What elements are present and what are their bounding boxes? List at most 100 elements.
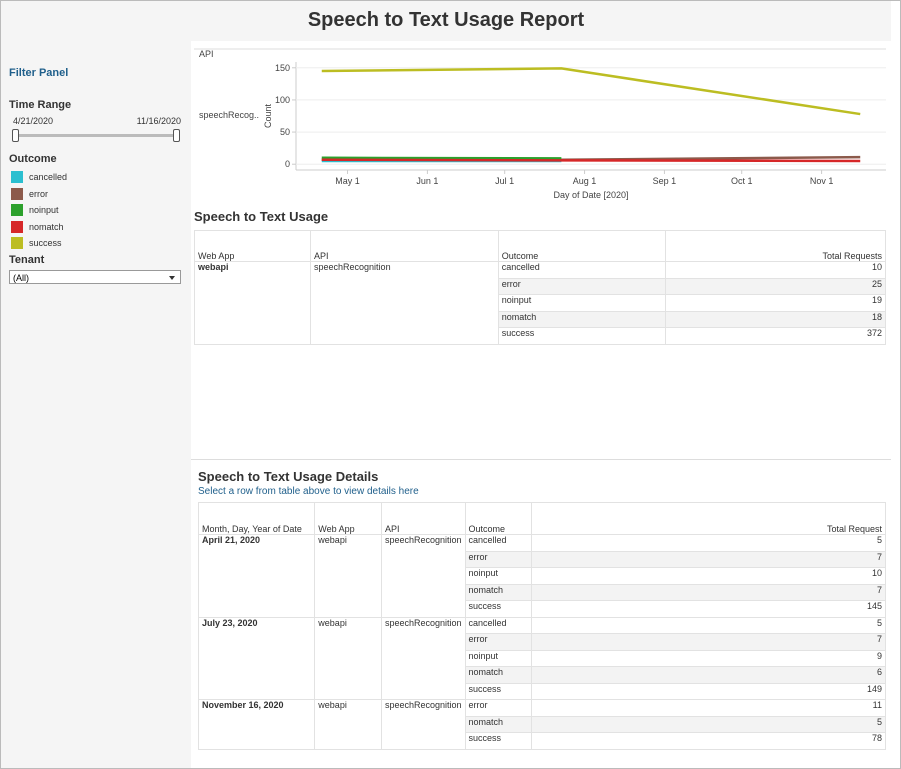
total-cell: 7	[531, 583, 886, 601]
tenant-dropdown[interactable]: (All)	[9, 270, 181, 284]
column-header: Month, Day, Year of Date	[197, 502, 316, 535]
tenant-label: Tenant	[9, 254, 45, 266]
outcome-cell: error	[464, 550, 533, 568]
outcome-cell: error	[464, 633, 533, 651]
table-row[interactable]: April 21, 2020 webapi speechRecognition can…	[197, 534, 886, 618]
outcome-cell: error	[497, 277, 667, 295]
report-title: Speech to Text Usage Report	[1, 1, 891, 41]
legend-label: noinput	[29, 205, 59, 216]
table-row[interactable]: nomatch 7	[199, 583, 886, 601]
legend-label: nomatch	[29, 221, 64, 232]
legend-item[interactable]: noinput	[11, 202, 67, 219]
legend-item[interactable]: cancelled	[11, 169, 67, 186]
outcome-legend: cancelled error noinput nomatch success	[11, 169, 67, 252]
total-cell: 9	[531, 649, 886, 667]
date-cell: November 16, 2020	[197, 699, 316, 750]
web-app-cell: webapi	[193, 261, 312, 345]
y-tick-label: 150	[275, 63, 290, 73]
table-row: noinput 19	[195, 294, 886, 312]
range-start: 4/21/2020	[13, 116, 54, 126]
table-row[interactable]: error 7	[199, 550, 886, 568]
slider-start-knob[interactable]	[12, 129, 19, 142]
table-row[interactable]: error 7	[199, 633, 886, 651]
y-tick-label: 50	[280, 127, 290, 137]
column-header: Web App	[314, 502, 382, 535]
table-row[interactable]: nomatch 5	[199, 715, 886, 733]
table-row: webapi speechRecognition cancelled 10	[193, 261, 886, 345]
legend-label: cancelled	[29, 172, 68, 183]
legend-swatch	[11, 220, 23, 233]
table-row[interactable]: noinput 9	[199, 649, 886, 667]
total-cell: 5	[531, 616, 886, 634]
total-cell: 78	[531, 732, 886, 750]
y-tick-label: 100	[275, 95, 290, 105]
filter-panel: Filter Panel Time Range 4/21/2020 11/16/…	[1, 41, 191, 768]
total-cell: 25	[665, 277, 886, 295]
column-header: Outcome	[497, 230, 667, 262]
api-cell: speechRecognition	[380, 699, 466, 750]
legend-swatch	[11, 187, 23, 200]
total-cell: 11	[531, 699, 886, 717]
x-tick-label: Jul 1	[495, 176, 514, 186]
y-tick-label: 0	[285, 159, 290, 169]
outcome-cell: cancelled	[497, 261, 667, 279]
outcome-cell: nomatch	[464, 715, 533, 733]
legend-item[interactable]: error	[11, 186, 67, 203]
table-row[interactable]: July 23, 2020 webapi speechRecognition canc…	[197, 616, 886, 700]
column-header: Outcome	[464, 502, 533, 535]
legend-swatch	[11, 237, 23, 250]
table-row: nomatch 18	[195, 310, 886, 328]
details-table: Month, Day, Year of Date Web App API Outcom…	[197, 502, 886, 750]
legend-item[interactable]: success	[11, 235, 67, 252]
table-row[interactable]: success 78	[199, 732, 886, 750]
total-cell: 10	[531, 567, 886, 585]
details-subtitle: Select a row from table above to view de…	[198, 486, 419, 497]
outcome-cell: success	[464, 732, 533, 750]
x-tick-label: Jun 1	[416, 176, 438, 186]
legend-swatch	[11, 204, 23, 217]
legend-label: error	[29, 188, 49, 199]
total-cell: 6	[531, 666, 886, 684]
total-cell: 372	[665, 327, 886, 345]
slider-end-knob[interactable]	[173, 129, 180, 142]
outcome-cell: error	[464, 699, 533, 717]
total-cell: 5	[531, 715, 886, 733]
column-header: API	[380, 502, 466, 535]
outcome-cell: nomatch	[497, 310, 667, 328]
x-tick-label: May 1	[335, 176, 360, 186]
api-cell: speechRecognition	[380, 534, 466, 618]
outcome-cell: noinput	[464, 567, 533, 585]
date-cell: July 23, 2020	[197, 616, 316, 700]
outcome-cell: nomatch	[464, 583, 533, 601]
outcome-cell: noinput	[464, 649, 533, 667]
web-app-cell: webapi	[314, 534, 382, 618]
column-header: API	[310, 230, 499, 262]
x-tick-label: Nov 1	[810, 176, 834, 186]
series-line	[321, 158, 861, 163]
table-row[interactable]: noinput 10	[199, 567, 886, 585]
series-line	[321, 67, 861, 116]
outcome-cell: cancelled	[464, 534, 533, 552]
x-tick-label: Aug 1	[573, 176, 597, 186]
range-end: 11/16/2020	[136, 116, 181, 126]
total-cell: 10	[665, 261, 886, 279]
time-slider[interactable]	[12, 129, 180, 142]
total-cell: 7	[531, 550, 886, 568]
web-app-cell: webapi	[314, 616, 382, 700]
x-tick-label: Oct 1	[731, 176, 753, 186]
line-chart: API speechRecog.. Count Day of Date [202…	[194, 48, 886, 200]
total-cell: 19	[665, 294, 886, 312]
divider	[191, 459, 891, 460]
time-range-label: Time Range	[9, 99, 72, 111]
total-cell: 5	[531, 534, 886, 552]
outcome-cell: nomatch	[464, 666, 533, 684]
summary-title: Speech to Text Usage	[194, 209, 329, 224]
x-axis-label: Day of Date [2020]	[553, 190, 628, 200]
column-header: Web App	[193, 230, 312, 262]
legend-label: success	[29, 238, 62, 249]
table-row[interactable]: November 16, 2020 webapi speechRecognition…	[197, 699, 886, 750]
legend-item[interactable]: nomatch	[11, 219, 67, 236]
table-row: error 25	[195, 277, 886, 295]
outcome-cell: success	[464, 682, 533, 700]
